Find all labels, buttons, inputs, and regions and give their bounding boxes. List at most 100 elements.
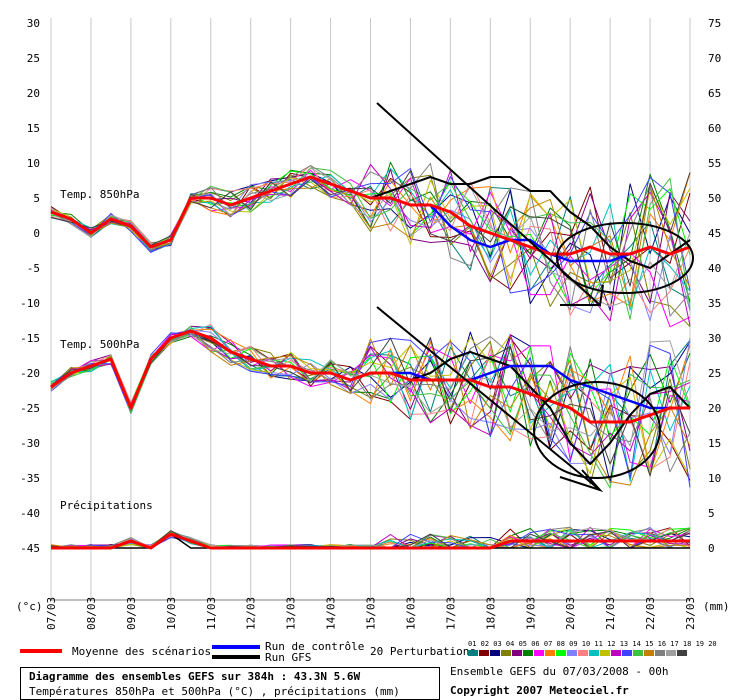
- right-tick-label: 30: [708, 332, 721, 345]
- x-tick-label: 15/03: [365, 597, 378, 630]
- x-axis-labels: 07/03 08/03 09/03 10/03 11/03 12/03 13/03 14/03…: [45, 597, 697, 630]
- right-tick-label: 20: [708, 402, 721, 415]
- t850-perturbation-line: [50, 168, 691, 294]
- t500-mean-line: [50, 329, 690, 424]
- left-unit-label: (°c): [16, 600, 43, 613]
- chart-title: Diagramme des ensembles GEFS sur 384h : …: [29, 670, 361, 683]
- perturb-color-swatch: [501, 650, 511, 656]
- x-tick-label: 23/03: [684, 597, 697, 630]
- x-tick-label: 12/03: [245, 597, 258, 630]
- x-tick-label: 11/03: [205, 597, 218, 630]
- left-tick-label: 30: [27, 17, 40, 30]
- panel-label-precip: Précipitations: [60, 499, 153, 512]
- annotation-circle-850: [556, 222, 694, 294]
- left-tick-label: -15: [20, 332, 40, 345]
- left-tick-label: 20: [27, 87, 40, 100]
- left-tick-label: -20: [20, 367, 40, 380]
- x-tick-label: 08/03: [85, 597, 98, 630]
- right-tick-label: 40: [708, 262, 721, 275]
- x-tick-label: 09/03: [125, 597, 138, 630]
- left-tick-label: 15: [27, 122, 40, 135]
- copyright: Copyright 2007 Meteociel.fr: [450, 684, 629, 697]
- x-tick-label: 22/03: [644, 597, 657, 630]
- left-tick-label: -35: [20, 472, 40, 485]
- ensemble-info: Ensemble GEFS du 07/03/2008 - 00h: [450, 665, 669, 678]
- perturb-color-swatch: [622, 650, 632, 656]
- right-tick-label: 35: [708, 297, 721, 310]
- right-tick-label: 70: [708, 52, 721, 65]
- left-tick-label: 10: [27, 157, 40, 170]
- x-tick-label: 14/03: [325, 597, 338, 630]
- right-tick-label: 10: [708, 472, 721, 485]
- annotation-arrow-850: [376, 102, 604, 307]
- x-tick-label: 13/03: [285, 597, 298, 630]
- perturb-color-swatch: [479, 650, 489, 656]
- perturb-color-swatch: [567, 650, 577, 656]
- left-tick-label: -45: [20, 542, 40, 555]
- x-tick-label: 19/03: [524, 597, 537, 630]
- t850-mean-line: [50, 175, 691, 256]
- x-tick-label: 07/03: [45, 597, 58, 630]
- x-tick-label: 10/03: [165, 597, 178, 630]
- perturb-color-swatch: [589, 650, 599, 656]
- panel-label-500: Temp. 500hPa: [60, 338, 139, 351]
- t850-perturbation-line: [50, 170, 691, 301]
- annotation-arrow-500: [376, 306, 604, 493]
- right-tick-label: 45: [708, 227, 721, 240]
- right-tick-label: 60: [708, 122, 721, 135]
- x-tick-label: 17/03: [444, 597, 457, 630]
- right-tick-label: 25: [708, 367, 721, 380]
- t500-perturbation-line: [50, 332, 691, 488]
- perturb-numbers: 01 02 03 04 05 06 07 08 09 10 11 12 13 1…: [468, 640, 717, 648]
- left-axis-ticks: 30 25 20 15 10 5 0 -5 -10 -15 -20 -25 -30 -35 -40 -45: [20, 17, 40, 555]
- perturb-color-strip: [468, 650, 688, 656]
- perturb-color-swatch: [633, 650, 643, 656]
- legend-control-swatch: [212, 645, 260, 649]
- left-tick-label: -30: [20, 437, 40, 450]
- perturb-color-swatch: [644, 650, 654, 656]
- precip-mean-line: [51, 532, 690, 550]
- legend-mean-swatch: [20, 649, 62, 653]
- title-box: Diagramme des ensembles GEFS sur 384h : …: [20, 667, 440, 700]
- perturb-color-swatch: [655, 650, 665, 656]
- perturb-color-swatch: [666, 650, 676, 656]
- right-tick-label: 0: [708, 542, 715, 555]
- legend-gfs-label: Run GFS: [265, 651, 312, 664]
- perturb-color-swatch: [600, 650, 610, 656]
- left-tick-label: 5: [33, 192, 40, 205]
- legend-gfs-swatch: [212, 655, 260, 659]
- right-tick-label: 15: [708, 437, 721, 450]
- perturb-color-swatch: [556, 650, 566, 656]
- legend-control-label: Run de contrôle: [265, 640, 365, 653]
- right-tick-label: 50: [708, 192, 721, 205]
- perturb-color-swatch: [611, 650, 621, 656]
- x-tick-label: 16/03: [404, 597, 417, 630]
- perturb-color-swatch: [578, 650, 588, 656]
- x-tick-label: 20/03: [564, 597, 577, 630]
- x-tick-label: 18/03: [484, 597, 497, 630]
- series-layer: [50, 102, 694, 550]
- perturb-color-swatch: [512, 650, 522, 656]
- t500-perturbation-line: [50, 330, 691, 477]
- perturb-color-swatch: [523, 650, 533, 656]
- left-tick-label: 0: [33, 227, 40, 240]
- right-tick-label: 75: [708, 17, 721, 30]
- t500-perturbation-line: [50, 325, 691, 489]
- perturb-color-swatch: [468, 650, 478, 656]
- left-tick-label: -40: [20, 507, 40, 520]
- x-tick-label: 21/03: [604, 597, 617, 630]
- left-tick-label: -5: [27, 262, 40, 275]
- vertical-grid: [50, 18, 691, 601]
- perturb-color-swatch: [677, 650, 687, 656]
- t850-perturbation-line: [50, 178, 691, 305]
- right-unit-label: (mm): [703, 600, 730, 613]
- right-tick-label: 55: [708, 157, 721, 170]
- legend-perturb-label: 20 Perturbations: [370, 645, 476, 658]
- legend-mean-label: Moyenne des scénarios: [72, 645, 212, 658]
- right-tick-label: 65: [708, 87, 721, 100]
- perturb-color-swatch: [545, 650, 555, 656]
- chart-subtitle: Températures 850hPa et 500hPa (°C) , pré…: [29, 685, 400, 698]
- panel-label-850: Temp. 850hPa: [60, 188, 139, 201]
